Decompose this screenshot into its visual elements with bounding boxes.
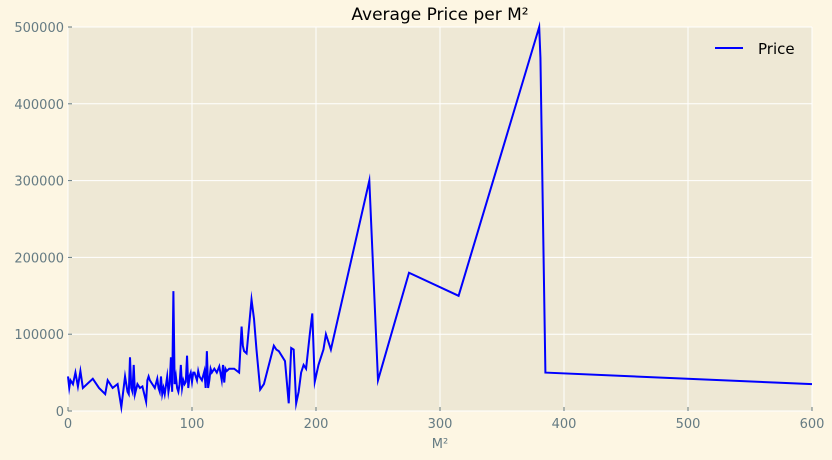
series-layer <box>67 20 813 415</box>
x-tick-label: 0 <box>64 417 72 432</box>
x-axis: 0 100 200 300 400 500 600 <box>64 407 825 432</box>
x-tick-label: 100 <box>180 417 205 432</box>
legend: Price <box>715 40 795 58</box>
x-tick-label: 300 <box>428 417 453 432</box>
x-tick-label: 400 <box>552 417 577 432</box>
y-tick-label: 0 <box>56 405 64 420</box>
x-tick-label: 500 <box>676 417 701 432</box>
y-tick-label: 500000 <box>14 21 64 36</box>
y-tick-label: 100000 <box>14 328 64 343</box>
y-axis: 0 100000 200000 300000 400000 500000 <box>14 21 72 420</box>
legend-label-price: Price <box>758 40 795 58</box>
x-tick-label: 200 <box>304 417 329 432</box>
y-tick-label: 300000 <box>14 175 64 190</box>
chart-title: Average Price per M² <box>351 5 528 25</box>
series-line-price <box>67 20 813 415</box>
y-tick-label: 400000 <box>14 98 64 113</box>
x-tick-label: 600 <box>800 417 825 432</box>
y-tick-label: 200000 <box>14 251 64 266</box>
x-axis-label: M² <box>432 437 448 452</box>
